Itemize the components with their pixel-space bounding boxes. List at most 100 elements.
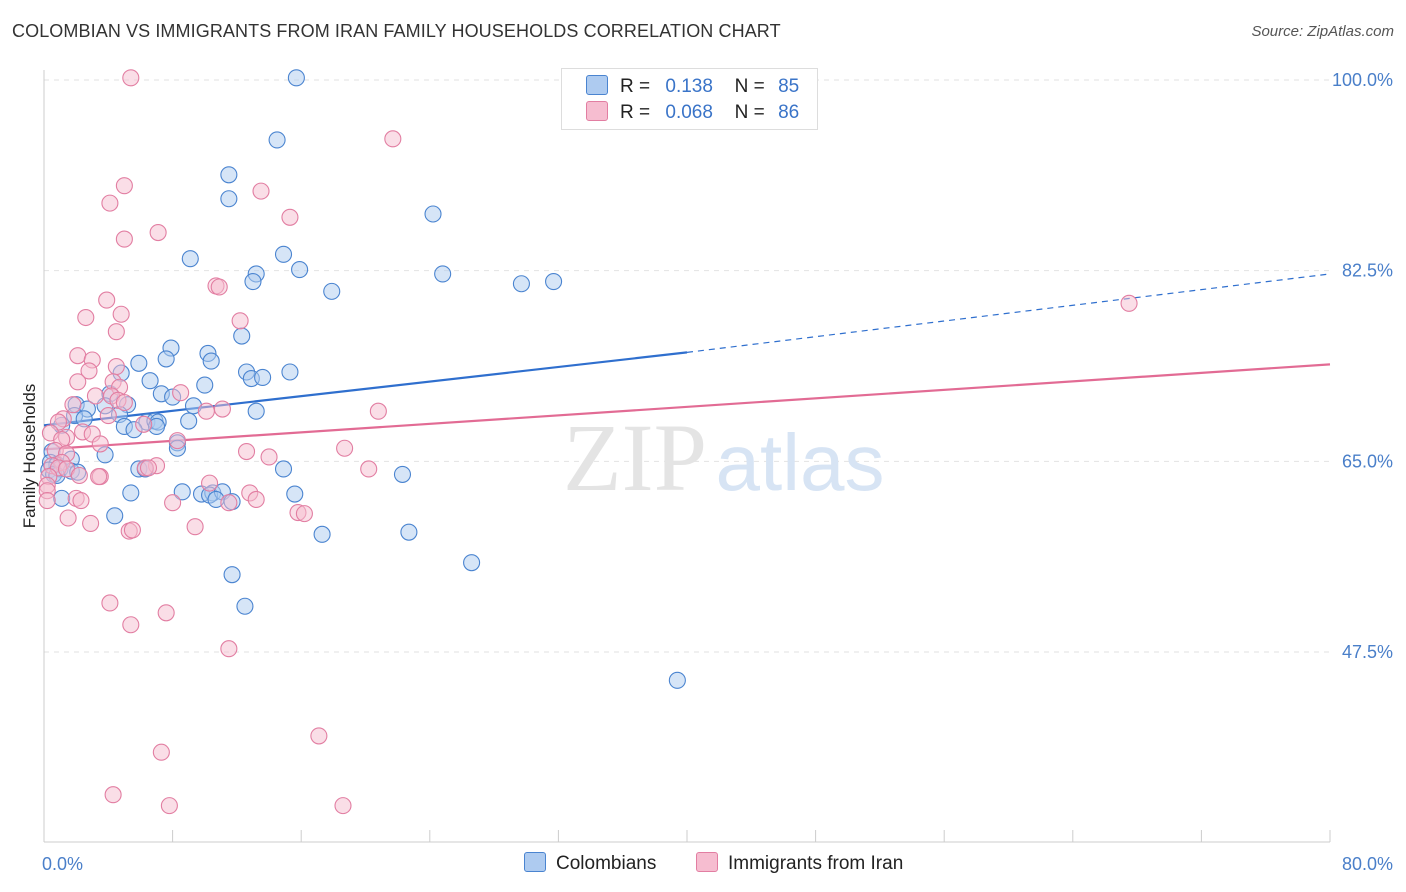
point-iran (334, 797, 352, 815)
point-colombians (196, 376, 214, 394)
point-iran (237, 442, 256, 461)
legend-r-label: R = (620, 102, 651, 123)
point-iran (152, 743, 170, 761)
legend-n-label: N = (734, 102, 765, 123)
point-iran (82, 514, 100, 532)
point-colombians (393, 465, 412, 483)
legend-swatch-colombians (586, 75, 608, 95)
point-iran (122, 616, 140, 634)
point-iran (104, 786, 122, 804)
point-iran (231, 312, 249, 330)
data-points (38, 69, 1138, 815)
point-iran (247, 490, 265, 509)
point-iran (38, 492, 56, 510)
bottom-legend-swatch-iran (696, 852, 718, 872)
x-tick-label: 0.0% (42, 854, 83, 874)
point-colombians (291, 261, 309, 279)
point-colombians (233, 327, 251, 345)
point-iran (310, 727, 328, 745)
point-iran (115, 230, 133, 248)
point-iran (186, 518, 204, 536)
point-colombians (545, 273, 563, 291)
grid-lines (44, 79, 1330, 653)
point-iran (260, 448, 278, 466)
point-iran (98, 291, 116, 309)
point-iran (107, 357, 125, 376)
point-iran (80, 362, 98, 380)
legend-n-value: 86 (778, 102, 800, 123)
point-colombians (424, 205, 442, 223)
point-iran (69, 347, 87, 365)
point-colombians (274, 245, 293, 263)
bottom-legend-label: Immigrants from Iran (728, 853, 904, 874)
point-iran (90, 468, 108, 486)
point-iran (107, 323, 125, 341)
point-colombians (157, 350, 175, 368)
legend-swatch-iran (586, 101, 608, 121)
point-iran (360, 460, 378, 478)
trend-line-iran (43, 363, 1331, 451)
legend-r-value: 0.138 (665, 76, 713, 97)
point-colombians (274, 460, 293, 478)
point-colombians (286, 485, 304, 503)
point-colombians (287, 69, 305, 87)
point-iran (139, 459, 158, 477)
bottom-legend-colombians: Colombians (524, 852, 656, 876)
point-iran (197, 402, 215, 420)
point-colombians (323, 282, 341, 300)
point-iran (115, 177, 133, 195)
watermark-zip: ZIP (563, 404, 707, 511)
series-iran (38, 69, 1138, 815)
point-iran (77, 308, 95, 327)
legend-row-iran: R = 0.068 N = 86 (586, 101, 799, 125)
point-colombians (220, 190, 238, 208)
point-colombians (122, 484, 140, 502)
y-axis-title: Family Households (20, 384, 39, 529)
point-iran (220, 640, 238, 658)
point-iran (72, 492, 90, 510)
point-colombians (254, 368, 272, 386)
point-colombians (220, 166, 238, 184)
point-iran (201, 474, 219, 492)
bottom-legend-label: Colombians (556, 853, 657, 874)
point-colombians (244, 273, 262, 291)
point-colombians (512, 275, 530, 293)
point-iran (295, 505, 313, 523)
point-iran (220, 494, 238, 512)
point-iran (91, 435, 109, 453)
point-iran (160, 797, 178, 815)
point-colombians (268, 131, 286, 149)
point-colombians (141, 372, 159, 390)
point-colombians (434, 265, 452, 283)
y-tick-label: 82.5% (1342, 261, 1393, 281)
point-iran (149, 223, 167, 242)
point-iran (112, 305, 130, 323)
legend-r-value: 0.068 (665, 102, 713, 123)
x-tick-label: 80.0% (1342, 854, 1393, 874)
point-colombians (106, 507, 124, 525)
point-iran (70, 466, 88, 485)
point-iran (99, 407, 117, 425)
bottom-legend-swatch-colombians (524, 852, 546, 872)
point-colombians (668, 671, 686, 689)
trend-line-colombians (43, 351, 688, 427)
point-iran (168, 432, 186, 450)
point-colombians (463, 554, 481, 572)
point-iran (123, 521, 141, 539)
point-colombians (173, 483, 191, 501)
legend: R = 0.138 N = 85 R = 0.068 N = 86 (561, 68, 818, 130)
point-iran (384, 130, 402, 148)
point-colombians (180, 412, 198, 430)
point-iran (115, 393, 133, 412)
point-iran (172, 384, 190, 402)
point-iran (1120, 294, 1138, 312)
point-iran (210, 278, 228, 296)
y-tick-label: 100.0% (1332, 70, 1393, 90)
watermark-atlas: atlas (716, 418, 885, 507)
point-iran (86, 387, 104, 405)
trend-line-dashed-colombians (686, 273, 1331, 353)
trend-lines (43, 273, 1331, 451)
point-iran (135, 415, 153, 433)
tick-labels: 100.0% 82.5% 65.0% 47.5% 0.0% 80.0% (42, 70, 1393, 874)
